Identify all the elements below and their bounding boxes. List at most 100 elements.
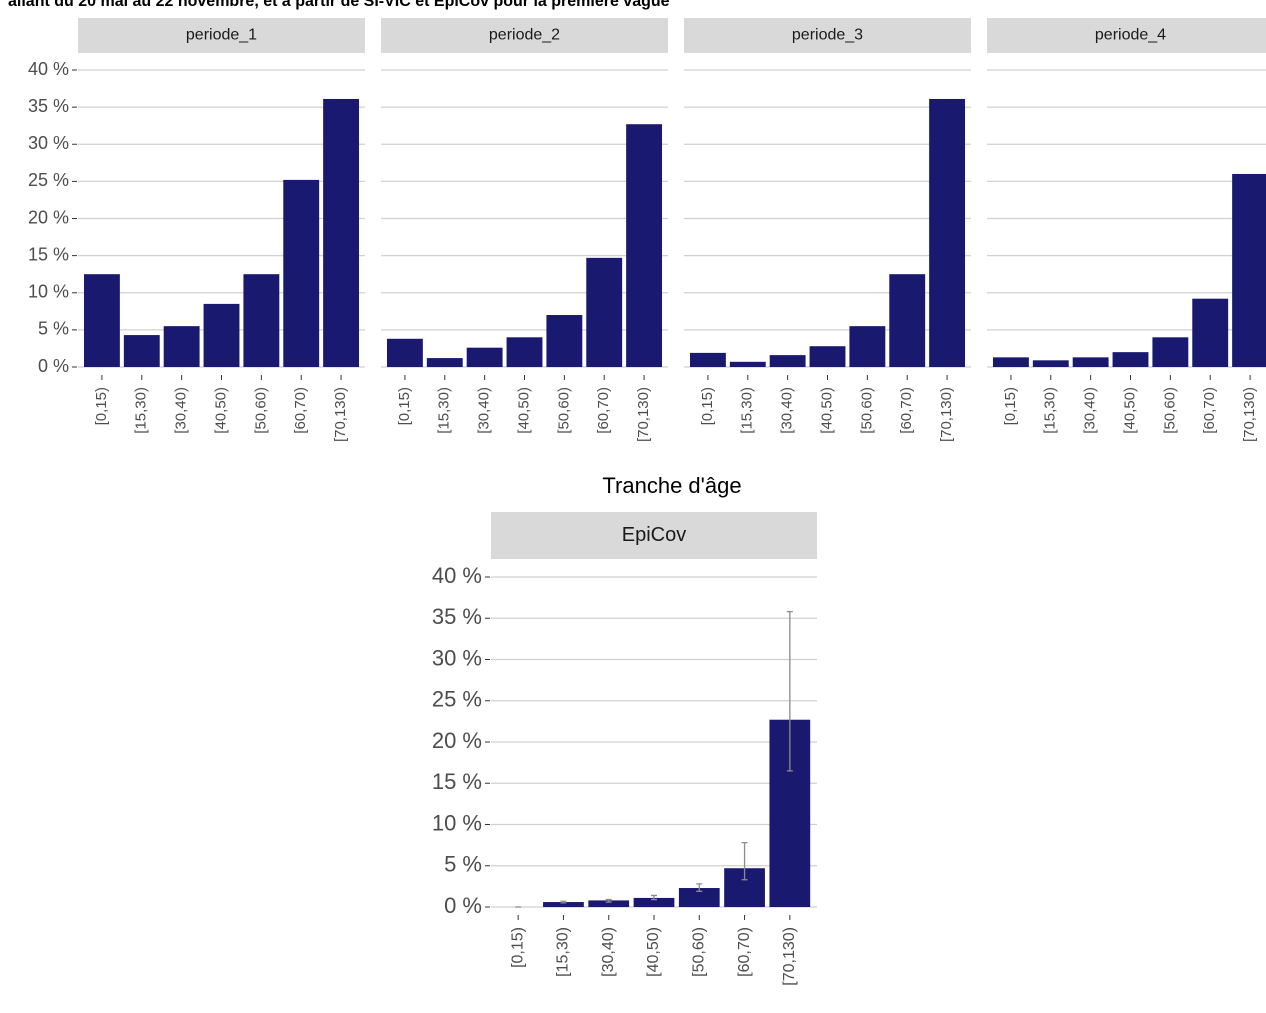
error-bar [605, 898, 612, 903]
x-tick-label: [30,40) [600, 927, 617, 977]
strip-label: periode_3 [792, 27, 863, 44]
x-tick-label: [70,130) [635, 387, 652, 442]
y-tick-label: 10 % [432, 810, 482, 835]
x-tick-label: [30,40) [476, 387, 493, 434]
y-tick-label: 30 % [28, 133, 69, 153]
strip-label: EpiCov [622, 524, 686, 546]
strip-label: periode_4 [1095, 27, 1166, 44]
x-tick-label: [60,70) [1201, 387, 1218, 434]
strip [381, 18, 668, 53]
x-tick-label: [50,60) [252, 387, 269, 434]
bar [386, 338, 423, 367]
bar [849, 326, 886, 367]
bar [283, 179, 320, 367]
error-bar [651, 894, 657, 901]
x-tick-label: [70,130) [938, 387, 955, 442]
y-tick-label: 40 % [432, 563, 482, 588]
x-tick-label: [15,30) [739, 387, 756, 434]
strip [684, 18, 971, 53]
bar [588, 900, 630, 907]
bar [123, 335, 160, 367]
y-tick-label: 35 % [28, 96, 69, 116]
x-tick-label: [70,130) [1241, 387, 1258, 442]
y-tick-label: 40 % [28, 59, 69, 79]
x-tick-label: [0,15) [509, 927, 526, 968]
x-tick-label: [70,130) [781, 927, 798, 986]
x-tick-label: [50,60) [858, 387, 875, 434]
x-tick-label: [15,30) [436, 387, 453, 434]
x-tick-label: [70,130) [332, 387, 349, 442]
x-tick-label: [60,70) [292, 387, 309, 434]
bar [626, 124, 663, 367]
error-bar [786, 611, 793, 772]
error-bar [696, 883, 703, 892]
y-tick-label: 10 % [28, 282, 69, 302]
x-tick-label: [0,15) [1002, 387, 1019, 425]
bar [678, 888, 720, 907]
bar [809, 346, 846, 367]
bar [729, 361, 766, 367]
bar [1032, 360, 1069, 367]
bar [83, 274, 120, 367]
y-tick-label: 20 % [432, 728, 482, 753]
bar [243, 274, 280, 367]
x-tick-label: [40,50) [515, 387, 532, 434]
x-axis-label: Tranche d'âge [602, 473, 741, 498]
bar [203, 303, 240, 367]
x-tick-label: [60,70) [898, 387, 915, 434]
bar [769, 355, 806, 367]
x-tick-label: [60,70) [595, 387, 612, 434]
bar [929, 98, 966, 368]
bar [633, 897, 675, 907]
bar [586, 257, 623, 367]
x-tick-label: [40,50) [1121, 387, 1138, 434]
chart-title: allant du 20 mai au 22 novembre, et à pa… [8, 0, 670, 10]
x-tick-label: [50,60) [555, 387, 572, 434]
x-tick-label: [0,15) [93, 387, 110, 425]
y-tick-label: 25 % [28, 170, 69, 190]
y-tick-label: 0 % [444, 893, 482, 918]
y-tick-label: 5 % [444, 852, 482, 877]
x-tick-label: [0,15) [699, 387, 716, 425]
error-bar [741, 842, 748, 881]
bar [506, 337, 543, 367]
bar [426, 358, 463, 367]
y-tick-label: 35 % [432, 604, 482, 629]
x-tick-label: [15,30) [133, 387, 150, 434]
strip-label: periode_2 [489, 27, 560, 44]
strip [987, 18, 1266, 53]
bar [1152, 337, 1189, 367]
strip-label: periode_1 [186, 27, 257, 44]
x-tick-label: [40,50) [818, 387, 835, 434]
bar [992, 357, 1029, 367]
x-tick-label: [50,60) [690, 927, 707, 977]
x-tick-label: [0,15) [396, 387, 413, 425]
x-tick-label: [30,40) [173, 387, 190, 434]
x-tick-label: [50,60) [1161, 387, 1178, 434]
bar [543, 902, 584, 907]
bar [466, 347, 503, 367]
y-tick-label: 15 % [432, 769, 482, 794]
bar [689, 352, 726, 367]
y-tick-label: 5 % [38, 319, 69, 339]
bar [323, 98, 360, 368]
strip [491, 512, 817, 559]
y-tick-label: 0 % [38, 356, 69, 376]
x-tick-label: [30,40) [1082, 387, 1099, 434]
x-tick-label: [40,50) [645, 927, 662, 977]
bar [1072, 357, 1109, 367]
y-tick-label: 25 % [432, 687, 482, 712]
strip [78, 18, 365, 53]
bar [1192, 298, 1229, 367]
error-bar [560, 900, 567, 904]
y-tick-label: 15 % [28, 244, 69, 264]
bar [889, 274, 926, 367]
bar [546, 315, 583, 367]
x-tick-label: [15,30) [555, 927, 572, 977]
y-tick-label: 30 % [432, 645, 482, 670]
bar [163, 326, 200, 367]
x-tick-label: [40,50) [212, 387, 229, 434]
bar [1112, 352, 1149, 367]
